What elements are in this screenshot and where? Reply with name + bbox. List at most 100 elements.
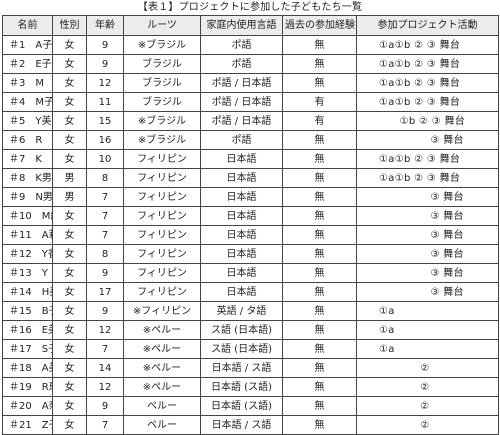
table-row: ＃2 E子女 9 ブラジル ポ語無 ①a①b ② ③ 舞台 — [2, 54, 499, 74]
cell-roots: フィリピン — [123, 244, 201, 264]
cell-age: 7 — [86, 415, 124, 435]
cell-roots: フィリピン — [123, 168, 201, 188]
cell-past-experience: 無 — [282, 415, 357, 435]
cell-project-activities: ①a①b ② ③ 舞台 — [356, 149, 499, 169]
cell-project-activities: ①a①b ② ③ 舞台 — [356, 92, 499, 112]
cell-gender: 女 — [52, 377, 87, 397]
cell-roots: フィリピン — [123, 187, 201, 207]
cell-roots: フィリピン — [123, 263, 201, 283]
cell-roots: ※ブラジル — [123, 130, 201, 150]
cell-age: 17 — [86, 282, 124, 302]
cell-past-experience: 無 — [282, 396, 357, 416]
cell-gender: 女 — [52, 396, 87, 416]
header-row: 名前 性別 年齢 ルーツ 家庭内使用言語 過去の参加経験 参加プロジェクト活動 — [2, 15, 499, 36]
cell-age: 10 — [86, 149, 124, 169]
cell-project-activities: ③ 舞台 — [356, 263, 499, 283]
cell-home-language: 日本語 (ス語) — [200, 396, 283, 416]
cell-name: ＃19 R恵 — [2, 377, 53, 397]
cell-home-language: 日本語 — [200, 244, 283, 264]
table-row: ＃4 M子女 11 ブラジル ポ語 / 日本語有 ①a①b ② ③ 舞台 — [2, 92, 499, 112]
cell-gender: 女 — [52, 263, 87, 283]
cell-gender: 女 — [52, 130, 87, 150]
cell-home-language: ポ語 / 日本語 — [200, 111, 283, 131]
cell-name: ＃10 M紀 — [2, 206, 53, 226]
cell-home-language: 日本語 / ス語 — [200, 415, 283, 435]
cell-project-activities: ①a①b ② ③ 舞台 — [356, 54, 499, 74]
cell-project-activities: ③ 舞台 — [356, 225, 499, 245]
cell-age: 7 — [86, 206, 124, 226]
table-row: ＃20 A奈女9ペルー日本語 (ス語)無 ② — [2, 396, 499, 416]
cell-age: 7 — [86, 339, 124, 359]
cell-gender: 男 — [52, 187, 87, 207]
cell-roots: フィリピン — [123, 225, 201, 245]
cell-past-experience: 無 — [282, 301, 357, 321]
cell-project-activities: ①a — [356, 301, 499, 321]
cell-past-experience: 無 — [282, 282, 357, 302]
table-row: ＃3 M 女 12 ブラジル ポ語 / 日本語無 ①a①b ② ③ 舞台 — [2, 73, 499, 93]
cell-name: ＃9 N男 — [2, 187, 53, 207]
header-gender: 性別 — [52, 15, 87, 36]
header-roots: ルーツ — [123, 15, 201, 36]
table-row: ＃9 N男男 7 フィリピン 日本語無 ③ 舞台 — [2, 187, 499, 207]
cell-name: ＃11 A莉 — [2, 225, 53, 245]
cell-project-activities: ③ 舞台 — [356, 244, 499, 264]
cell-name: ＃8 K男 — [2, 168, 53, 188]
cell-past-experience: 無 — [282, 377, 357, 397]
cell-gender: 女 — [52, 149, 87, 169]
cell-home-language: 日本語 — [200, 168, 283, 188]
cell-roots: フィリピン — [123, 149, 201, 169]
cell-past-experience: 無 — [282, 339, 357, 359]
cell-name: ＃3 M — [2, 73, 53, 93]
cell-name: ＃15 B子 — [2, 301, 53, 321]
cell-roots: ペルー — [123, 396, 201, 416]
cell-project-activities: ①a①b ② ③ 舞台 — [356, 168, 499, 188]
cell-home-language: 日本語 — [200, 225, 283, 245]
cell-gender: 男 — [52, 168, 87, 188]
cell-home-language: 日本語 — [200, 187, 283, 207]
cell-past-experience: 無 — [282, 168, 357, 188]
cell-name: ＃17 S子 — [2, 339, 53, 359]
cell-age: 9 — [86, 396, 124, 416]
table-row: ＃10 M紀女7フィリピン日本語無 ③ 舞台 — [2, 206, 499, 226]
table-row: ＃13 Y 女 9 フィリピン 日本語無 ③ 舞台 — [2, 263, 499, 283]
cell-name: ＃1 A子 — [2, 35, 53, 55]
cell-age: 9 — [86, 54, 124, 74]
cell-age: 7 — [86, 187, 124, 207]
cell-project-activities: ③ 舞台 — [356, 282, 499, 302]
cell-past-experience: 無 — [282, 206, 357, 226]
table-row: ＃8 K男男 8 フィリピン 日本語無 ①a①b ② ③ 舞台 — [2, 168, 499, 188]
cell-age: 14 — [86, 358, 124, 378]
cell-gender: 女 — [52, 92, 87, 112]
cell-project-activities: ② — [356, 396, 499, 416]
table-row: ＃11 A莉女7フィリピン日本語無 ③ 舞台 — [2, 225, 499, 245]
table-body: ＃1 A子女 9 ※ブラジル ポ語無 ①a①b ② ③ 舞台 ＃2 E子女 9 ブラジル ポ語無… — [2, 35, 499, 435]
table-row: ＃6 R 女 16 ※ブラジル ポ語無 ③ 舞台 — [2, 130, 499, 150]
cell-name: ＃12 Y香 — [2, 244, 53, 264]
header-project-activities: 参加プロジェクト活動 — [356, 15, 499, 36]
cell-home-language: 日本語 — [200, 149, 283, 169]
cell-gender: 女 — [52, 358, 87, 378]
cell-project-activities: ①a①b ② ③ 舞台 — [356, 73, 499, 93]
cell-roots: フィリピン — [123, 206, 201, 226]
cell-roots: ブラジル — [123, 73, 201, 93]
cell-gender: 女 — [52, 339, 87, 359]
cell-roots: ※ペルー — [123, 320, 201, 340]
cell-age: 16 — [86, 130, 124, 150]
cell-past-experience: 無 — [282, 187, 357, 207]
cell-gender: 女 — [52, 225, 87, 245]
cell-gender: 女 — [52, 320, 87, 340]
cell-home-language: 英語 / タ語 — [200, 301, 283, 321]
header-home-language: 家庭内使用言語 — [200, 15, 283, 36]
cell-gender: 女 — [52, 244, 87, 264]
cell-past-experience: 無 — [282, 263, 357, 283]
table-row: ＃1 A子女 9 ※ブラジル ポ語無 ①a①b ② ③ 舞台 — [2, 35, 499, 55]
cell-name: ＃2 E子 — [2, 54, 53, 74]
cell-roots: ブラジル — [123, 92, 201, 112]
cell-roots: ※ブラジル — [123, 35, 201, 55]
cell-age: 15 — [86, 111, 124, 131]
cell-past-experience: 有 — [282, 92, 357, 112]
header-age: 年齢 — [86, 15, 124, 36]
